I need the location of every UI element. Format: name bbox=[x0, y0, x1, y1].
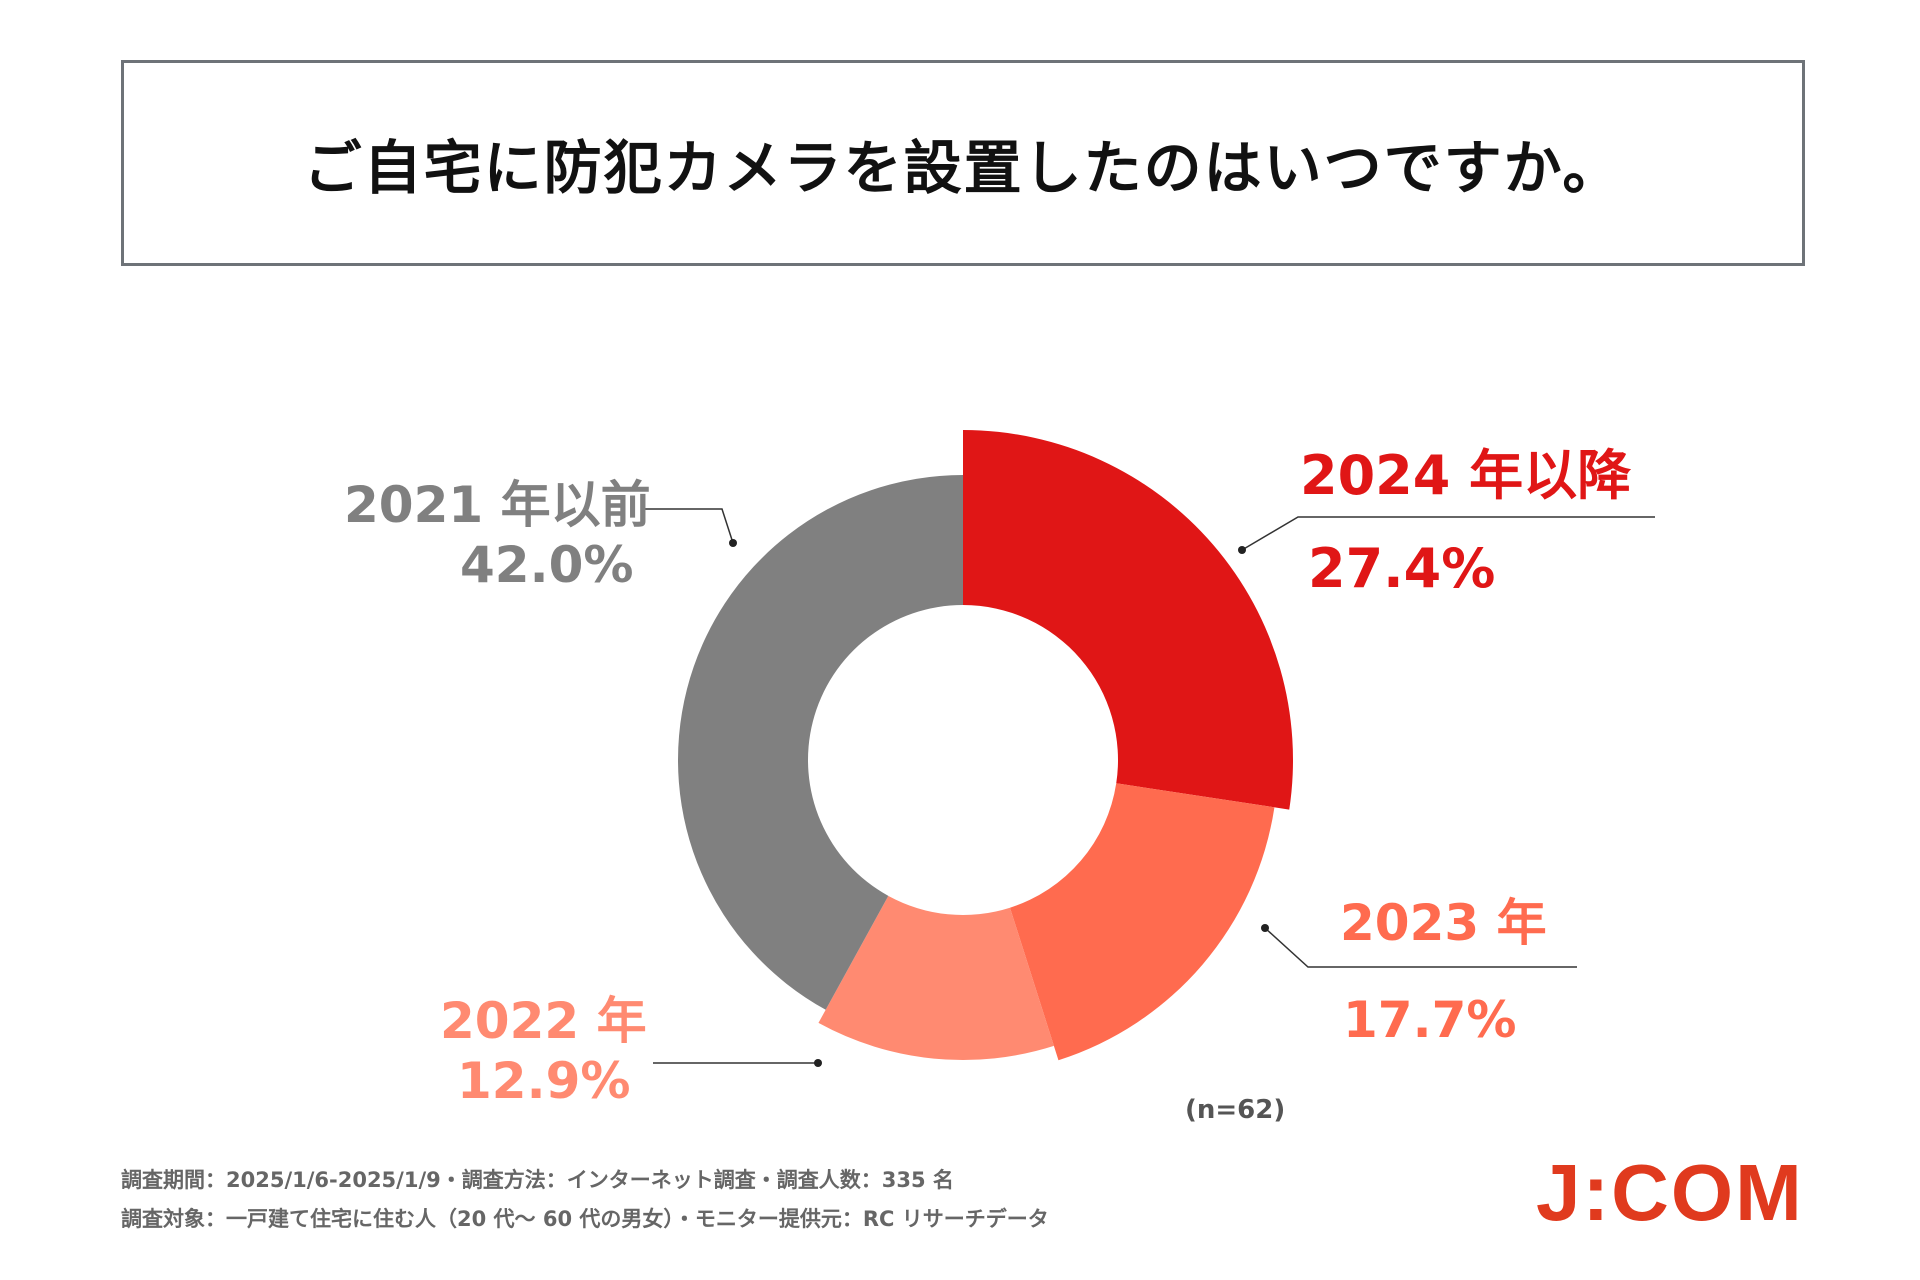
label-2023-pct: 17.7% bbox=[1343, 991, 1517, 1049]
leader-dot-2024 bbox=[1238, 546, 1246, 554]
footer-survey-period: 調査期間：2025/1/6-2025/1/9・調査方法：インターネット調査・調査… bbox=[121, 1168, 954, 1192]
page-title: ご自宅に防犯カメラを設置したのはいつですか。 bbox=[303, 134, 1623, 202]
slice-2022-年 bbox=[818, 895, 1054, 1060]
leader-line-2021 bbox=[645, 508, 734, 544]
jcom-logo: J:COM bbox=[1536, 1148, 1804, 1237]
label-2024-name: 2024 年以降 bbox=[1300, 444, 1632, 507]
title-box: ご自宅に防犯カメラを設置したのはいつですか。 bbox=[121, 60, 1805, 266]
leader-dot-2023 bbox=[1261, 924, 1269, 932]
label-2024-pct: 27.4% bbox=[1308, 537, 1496, 600]
label-2021-name: 2021 年以前 bbox=[344, 476, 651, 534]
footer-survey-target: 調査対象：一戸建て住宅に住む人（20 代～ 60 代の男女）・モニター提供元：R… bbox=[121, 1207, 1049, 1231]
label-2022-pct: 12.9% bbox=[457, 1052, 631, 1110]
slice-2023-年 bbox=[1009, 783, 1275, 1061]
leader-dot-2021 bbox=[729, 539, 737, 547]
leader-line-2023 bbox=[1264, 927, 1577, 968]
label-2022-name: 2022 年 bbox=[440, 992, 647, 1050]
sample-size-note: (n=62) bbox=[1185, 1095, 1286, 1125]
label-2021-pct: 42.0% bbox=[460, 536, 634, 594]
label-2023-name: 2023 年 bbox=[1340, 894, 1547, 952]
leader-dot-2022 bbox=[814, 1059, 822, 1067]
leader-line-2024 bbox=[1241, 516, 1655, 551]
slice-2021-年以前 bbox=[678, 475, 963, 1010]
logo-text: J:COM bbox=[1536, 1148, 1804, 1237]
slice-2024-年以降 bbox=[963, 430, 1294, 810]
